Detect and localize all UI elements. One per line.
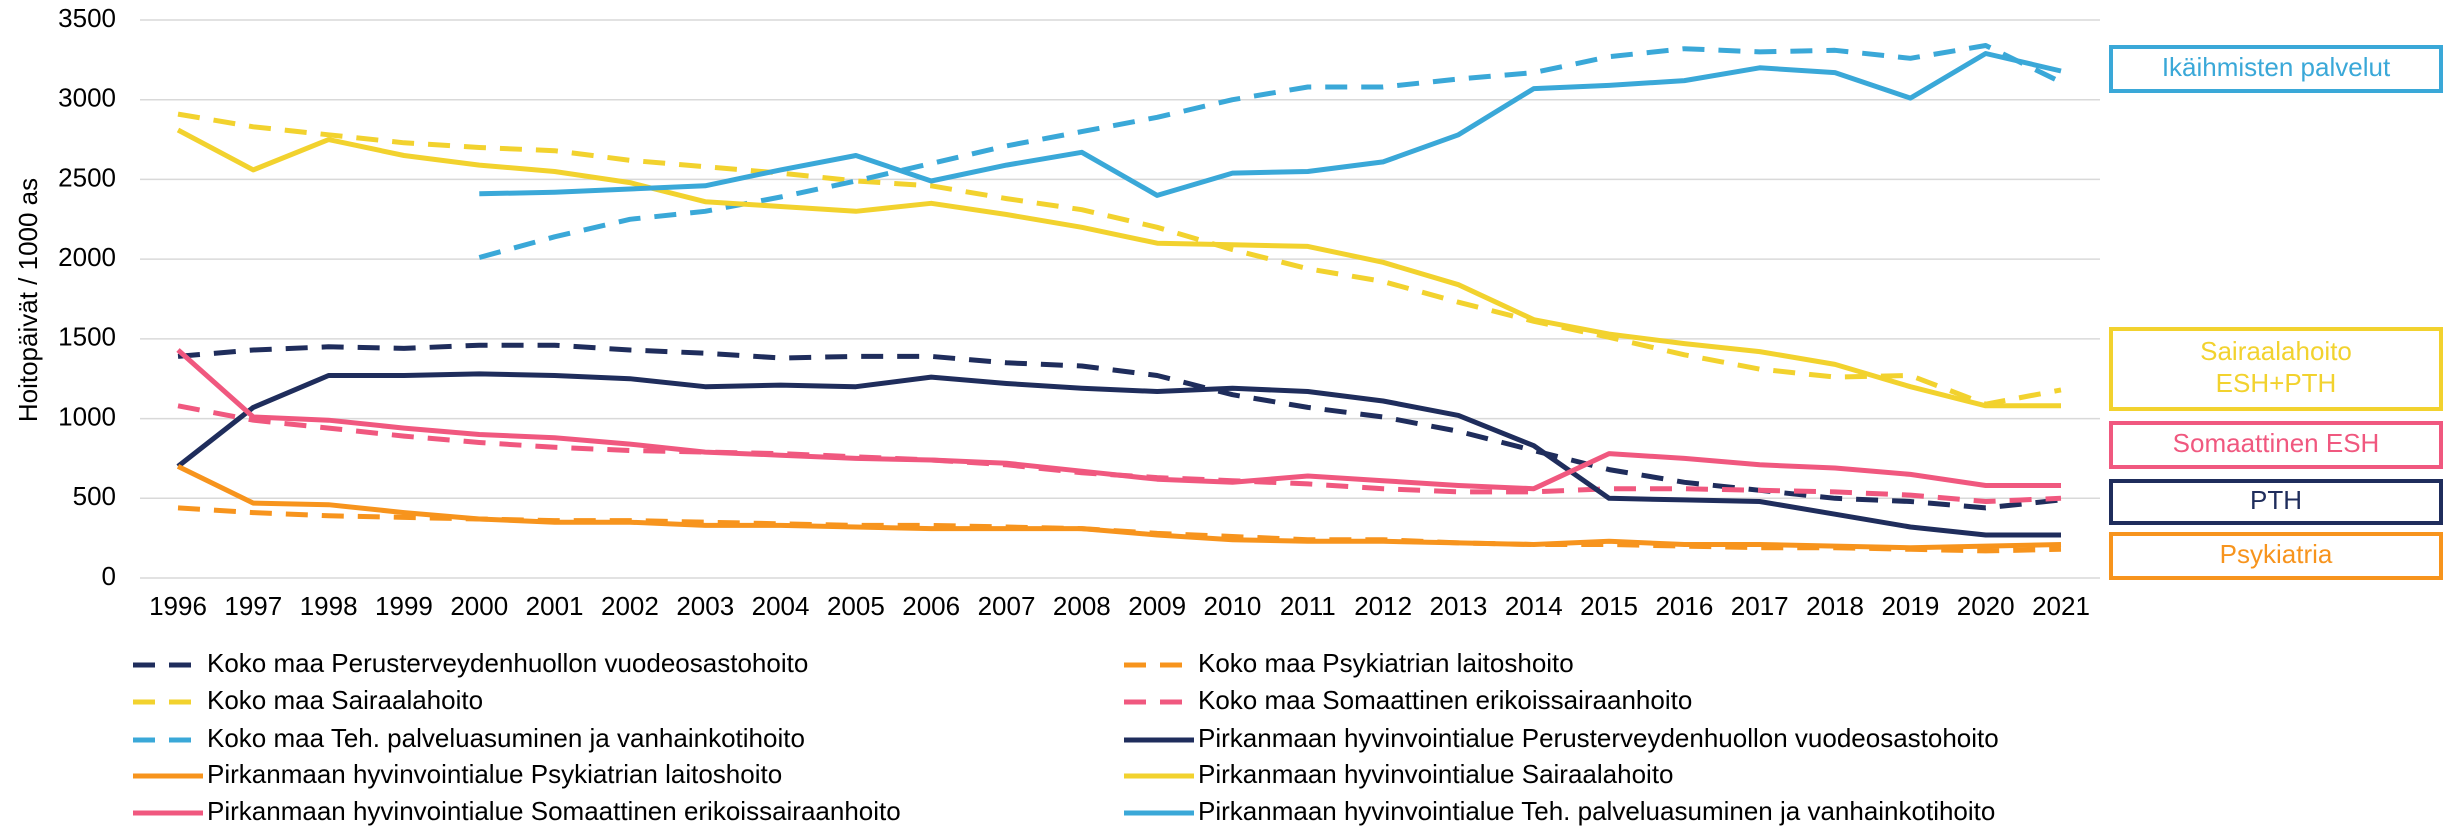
series-line — [478, 43, 2063, 260]
annotation-box — [2109, 45, 2443, 93]
annotation: PTH — [2109, 479, 2443, 525]
series-line — [177, 403, 2062, 504]
y-axis-label: Hoitopäivät / 1000 as — [13, 178, 43, 422]
annotation-text: Ikäihmisten palvelut — [2162, 52, 2391, 82]
x-tick-label: 2004 — [752, 591, 810, 621]
x-tick-label: 2006 — [902, 591, 960, 621]
legend-label: Pirkanmaan hyvinvointialue Sairaalahoito — [1198, 759, 1674, 789]
legend-item: Pirkanmaan hyvinvointialue Sairaalahoito — [1124, 759, 1674, 789]
legend-item: Koko maa Teh. palveluasuminen ja vanhain… — [133, 723, 805, 753]
x-tick-label: 1996 — [149, 591, 207, 621]
legend-label: Pirkanmaan hyvinvointialue Somaattinen e… — [207, 796, 901, 826]
x-tick-label: 2015 — [1580, 591, 1638, 621]
legend-label: Koko maa Psykiatrian laitoshoito — [1198, 648, 1574, 678]
annotation: Ikäihmisten palvelut — [2109, 45, 2443, 93]
legend-item: Koko maa Sairaalahoito — [133, 685, 483, 715]
legend-label: Koko maa Teh. palveluasuminen ja vanhain… — [207, 723, 805, 753]
annotation-text: Somaattinen ESH — [2173, 428, 2380, 458]
series-line — [176, 464, 2062, 551]
legend-item: Koko maa Psykiatrian laitoshoito — [1124, 648, 1574, 678]
series-line — [176, 371, 2061, 538]
series-line — [176, 348, 2061, 492]
annotation-text: Sairaalahoito — [2200, 336, 2352, 366]
x-tick-label: 2011 — [1280, 591, 1336, 621]
annotation-box — [2109, 327, 2443, 411]
annotation: Psykiatria — [2109, 532, 2443, 580]
annotation-text: PTH — [2250, 485, 2302, 515]
y-tick-label: 2000 — [58, 242, 116, 272]
x-tick-label: 2000 — [450, 591, 508, 621]
legend-item: Koko maa Somaattinen erikoissairaanhoito — [1124, 685, 1692, 715]
y-tick-label: 1000 — [58, 401, 116, 431]
annotation-text: ESH+PTH — [2216, 368, 2337, 398]
annotation-box — [2109, 532, 2443, 580]
x-tick-label: 2019 — [1881, 591, 1939, 621]
x-tick-label: 2002 — [601, 591, 659, 621]
legend-label: Koko maa Sairaalahoito — [207, 685, 483, 715]
y-tick-label: 3500 — [58, 3, 116, 33]
y-tick-label: 2500 — [58, 162, 116, 192]
annotation-box — [2109, 421, 2443, 469]
annotation: Somaattinen ESH — [2109, 421, 2443, 469]
legend-label: Pirkanmaan hyvinvointialue Teh. palvelua… — [1198, 796, 1995, 826]
x-tick-label: 2008 — [1053, 591, 1111, 621]
series-line — [177, 342, 2062, 511]
x-tick-label: 2001 — [526, 591, 584, 621]
x-tick-label: 2012 — [1354, 591, 1412, 621]
x-tick-label: 1997 — [224, 591, 282, 621]
legend-label: Pirkanmaan hyvinvointialue Perusterveyde… — [1198, 723, 1999, 753]
series-line — [177, 111, 2062, 407]
x-tick-label: 2020 — [1957, 591, 2015, 621]
y-tick-label: 3000 — [58, 83, 116, 113]
x-tick-label: 2016 — [1655, 591, 1713, 621]
x-tick-label: 2014 — [1505, 591, 1563, 621]
x-tick-label: 2017 — [1731, 591, 1789, 621]
annotation-text: Psykiatria — [2220, 539, 2333, 569]
x-tick-label: 2013 — [1430, 591, 1488, 621]
x-tick-label: 2021 — [2032, 591, 2090, 621]
x-tick-label: 2018 — [1806, 591, 1864, 621]
x-tick-label: 1999 — [375, 591, 433, 621]
x-tick-label: 2010 — [1204, 591, 1262, 621]
legend-label: Koko maa Perusterveydenhuollon vuodeosas… — [207, 648, 808, 678]
legend-item: Pirkanmaan hyvinvointialue Somaattinen e… — [133, 796, 901, 826]
series-line — [479, 51, 2062, 198]
x-tick-label: 1998 — [300, 591, 358, 621]
x-tick-label: 2005 — [827, 591, 885, 621]
y-tick-label: 500 — [73, 481, 116, 511]
x-tick-label: 2007 — [978, 591, 1036, 621]
y-tick-label: 1500 — [58, 322, 116, 352]
legend-label: Pirkanmaan hyvinvointialue Psykiatrian l… — [207, 759, 782, 789]
y-tick-label: 0 — [102, 561, 116, 591]
series-line — [176, 127, 2061, 409]
legend-item: Pirkanmaan hyvinvointialue Perusterveyde… — [1124, 723, 1999, 753]
x-tick-label: 2003 — [676, 591, 734, 621]
annotation-box — [2109, 479, 2443, 525]
legend-item: Pirkanmaan hyvinvointialue Psykiatrian l… — [133, 759, 782, 789]
legend-item: Koko maa Perusterveydenhuollon vuodeosas… — [133, 648, 808, 678]
legend-label: Koko maa Somaattinen erikoissairaanhoito — [1198, 685, 1692, 715]
x-tick-label: 2009 — [1128, 591, 1186, 621]
legend-item: Pirkanmaan hyvinvointialue Teh. palvelua… — [1124, 796, 1995, 826]
